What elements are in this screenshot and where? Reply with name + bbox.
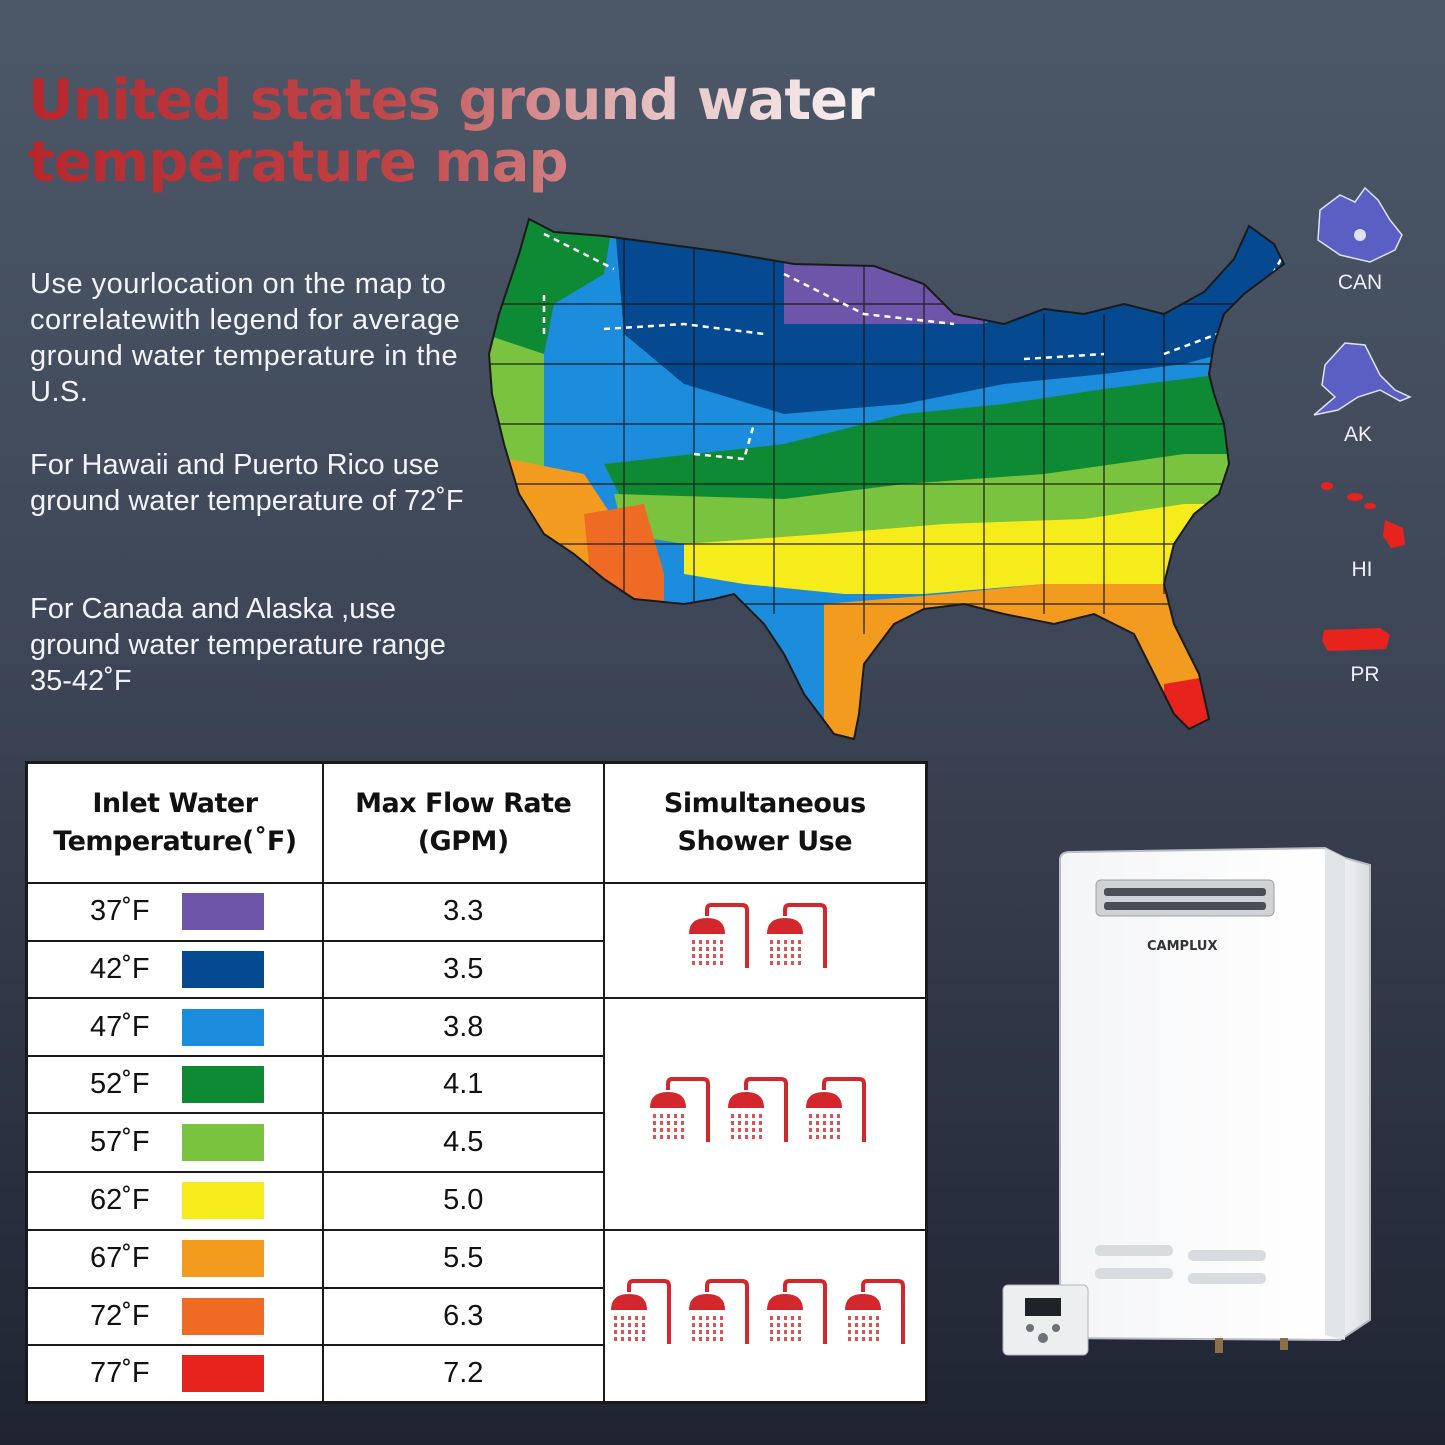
shower-icon <box>805 1076 866 1142</box>
canada-inset-icon <box>1317 186 1403 263</box>
temperature-cell: 52˚F <box>25 1055 324 1115</box>
color-swatch <box>182 950 264 988</box>
color-swatch <box>182 1008 264 1046</box>
temperature-value: 37˚F <box>90 895 150 928</box>
temperature-cell: 37˚F <box>25 881 324 942</box>
flow-rate-table: Inlet Water Temperature(˚F) Max Flow Rat… <box>25 761 928 1404</box>
flow-rate-cell: 3.5 <box>321 939 605 999</box>
shower-icon <box>688 1278 749 1344</box>
temperature-cell: 62˚F <box>25 1170 324 1231</box>
temperature-value: 57˚F <box>90 1125 150 1158</box>
table-row: 42˚F 3.5 <box>25 939 927 999</box>
water-heater-image: CAMPLUX <box>1002 846 1371 1356</box>
shower-icons-group <box>649 1076 866 1142</box>
table-row: 57˚F 4.5 <box>25 1112 927 1173</box>
flow-rate-cell: 5.0 <box>321 1170 605 1231</box>
shower-icon <box>766 1278 827 1344</box>
temperature-cell: 72˚F <box>25 1287 324 1347</box>
table-row: 62˚F 5.0 <box>25 1170 927 1231</box>
flow-rate-cell: 4.1 <box>321 1055 605 1115</box>
shower-use-cell <box>602 996 928 1231</box>
temperature-cell: 67˚F <box>25 1228 324 1290</box>
shower-icon <box>766 903 827 969</box>
color-swatch <box>182 1298 264 1336</box>
temperature-value: 67˚F <box>90 1242 150 1275</box>
table-row: 52˚F 4.1 <box>25 1055 927 1115</box>
table-row: 77˚F 7.2 <box>25 1344 927 1404</box>
title-line-1: United states ground water <box>28 70 928 132</box>
shower-use-cell <box>602 1228 928 1404</box>
temperature-value: 72˚F <box>90 1300 150 1333</box>
table-row: 72˚F 6.3 <box>25 1287 927 1347</box>
color-swatch <box>182 1066 264 1104</box>
shower-icons-group <box>688 903 827 969</box>
flow-rate-cell: 4.5 <box>321 1112 605 1173</box>
temperature-cell: 77˚F <box>25 1344 324 1404</box>
alaska-label: AK <box>1343 423 1372 446</box>
flow-rate-cell: 7.2 <box>321 1344 605 1404</box>
description-location: Use yourlocation on the map to correlate… <box>30 268 461 408</box>
flow-rate-cell: 3.8 <box>321 996 605 1058</box>
flow-rate-cell: 6.3 <box>321 1287 605 1347</box>
canada-label: CAN <box>1337 271 1383 294</box>
color-swatch <box>182 1182 264 1220</box>
alaska-inset-icon <box>1313 342 1412 416</box>
color-swatch <box>182 1123 264 1161</box>
header-max-flow: Max Flow Rate (GPM) <box>321 761 605 884</box>
flow-rate-cell: 5.5 <box>321 1228 605 1290</box>
brand-logo: CAMPLUX <box>1147 939 1217 954</box>
shower-icons-group <box>610 1278 905 1344</box>
hawaii-inset-icon <box>1321 482 1405 548</box>
page-title: United states ground water temperature m… <box>28 70 928 194</box>
temperature-cell: 57˚F <box>25 1112 324 1173</box>
title-line-2: temperature map <box>28 132 928 194</box>
table-row: 67˚F 5.5 <box>25 1228 928 1404</box>
description-hawaii-puerto-rico: For Hawaii and Puerto Rico use ground wa… <box>30 449 464 517</box>
shower-icon <box>649 1076 710 1142</box>
color-swatch <box>182 1355 264 1393</box>
hawaii-label: HI <box>1351 558 1373 581</box>
table-row: 47˚F 3.8 <box>25 996 928 1231</box>
table-header-row: Inlet Water Temperature(˚F) Max Flow Rat… <box>25 761 928 884</box>
shower-icon <box>844 1278 905 1344</box>
flow-rate-cell: 3.3 <box>321 881 605 942</box>
puerto-rico-label: PR <box>1350 663 1380 686</box>
shower-use-cell <box>602 881 928 999</box>
temperature-cell: 42˚F <box>25 939 324 999</box>
temperature-value: 47˚F <box>90 1010 150 1043</box>
shower-icon <box>688 903 749 969</box>
table-row: 37˚F 3.3 <box>25 881 928 999</box>
temperature-cell: 47˚F <box>25 996 324 1058</box>
description-canada-alaska: For Canada and Alaska ,use ground water … <box>30 593 446 697</box>
temperature-value: 42˚F <box>90 952 150 985</box>
temperature-value: 52˚F <box>90 1068 150 1101</box>
temperature-value: 77˚F <box>90 1357 150 1390</box>
color-swatch <box>182 893 264 931</box>
shower-icon <box>727 1076 788 1142</box>
header-shower-use: Simultaneous Shower Use <box>602 761 928 884</box>
header-inlet-temp: Inlet Water Temperature(˚F) <box>25 761 324 884</box>
puerto-rico-inset-icon <box>1322 628 1390 651</box>
shower-icon <box>610 1278 671 1344</box>
temperature-value: 62˚F <box>90 1184 150 1217</box>
color-swatch <box>182 1240 264 1278</box>
us-ground-water-map <box>487 217 1286 741</box>
